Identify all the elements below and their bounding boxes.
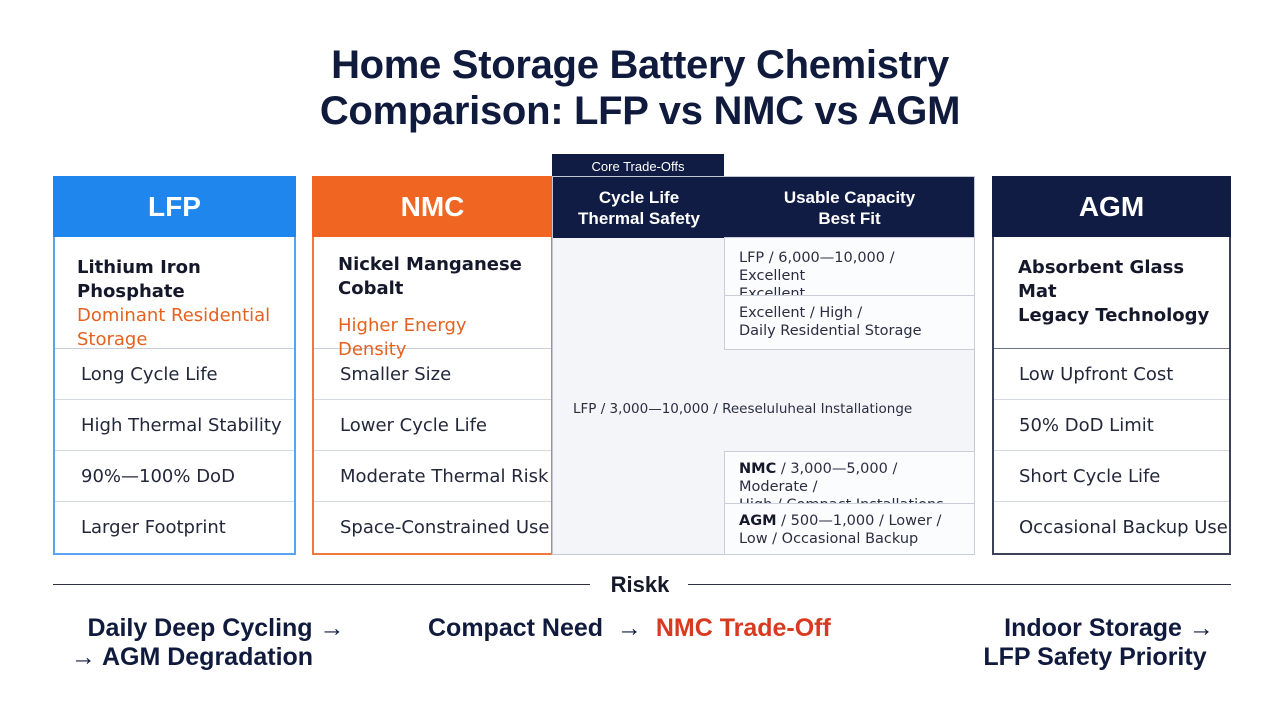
nmc-row: Lower Cycle Life: [314, 400, 551, 451]
cell-2-line-2: Daily Residential Storage: [739, 323, 922, 339]
nmc-row: Moderate Thermal Risk: [314, 451, 551, 502]
page-title: Home Storage Battery Chemistry Compariso…: [0, 42, 1280, 134]
header-right: Usable Capacity Best Fit: [725, 187, 974, 229]
nmc-column: NMC Nickel Manganese Cobalt Higher Energ…: [312, 176, 553, 555]
agm-row: Occasional Backup Use: [1019, 517, 1228, 538]
nmc-tagline: Higher Energy Density: [338, 315, 467, 360]
tradeoff-cell-1: LFP / 6,000—10,000 / Excellent Excellent: [724, 237, 975, 302]
risk-mid-text: Compact Need →: [428, 614, 656, 642]
lfp-full-name: Lithium Iron Phosphate: [77, 257, 201, 302]
nmc-description: Nickel Manganese Cobalt Higher Energy De…: [314, 237, 551, 360]
header-cycle-life: Cycle Life: [598, 188, 680, 207]
title-line-2: Comparison: LFP vs NMC vs AGM: [319, 89, 961, 133]
agm-header: AGM: [992, 176, 1231, 237]
risk-compact-need: Compact Need → NMC Trade-Off: [428, 614, 831, 643]
cell-3-label: NMC: [739, 461, 777, 477]
risk-right-line-1: Indoor Storage →: [1004, 614, 1214, 642]
title-line-1: Home Storage Battery Chemistry: [331, 43, 949, 87]
agm-row: Low Upfront Cost: [994, 349, 1229, 400]
lfp-column: LFP Lithium Iron Phosphate Dominant Resi…: [53, 176, 296, 555]
tradeoff-cell-4: AGM / 500—1,000 / Lower / Low / Occasion…: [724, 503, 975, 555]
cell-2-line-1: Excellent / High /: [739, 305, 863, 321]
risk-divider-right: [688, 584, 1231, 585]
cell-4-values: / 500—1,000 / Lower /: [776, 513, 942, 529]
tradeoff-cell-2: Excellent / High / Daily Residential Sto…: [724, 295, 975, 350]
agm-tagline: Legacy Technology: [1018, 305, 1210, 326]
tradeoff-middle-text: LFP / 3,000—10,000 / Reeseluluheal Insta…: [573, 401, 913, 417]
agm-description: Absorbent Glass Mat Legacy Technology: [994, 237, 1229, 349]
agm-row: 50% DoD Limit: [994, 400, 1229, 451]
cell-4-line-1: AGM / 500—1,000 / Lower /: [739, 512, 960, 530]
cell-4-label: AGM: [739, 513, 777, 529]
nmc-full-name-1: Nickel Manganese: [338, 254, 522, 275]
tradeoffs-header: Cycle Life Thermal Safety Usable Capacit…: [553, 177, 974, 238]
header-best-fit: Best Fit: [818, 209, 881, 228]
risk-deep-cycling: Daily Deep Cycling → → AGM Degradation: [56, 614, 376, 672]
risk-left-line-2: → AGM Degradation: [70, 643, 314, 671]
tradeoff-cell-3: NMC / 3,000—5,000 / Moderate / High / Co…: [724, 451, 975, 513]
nmc-full-name-2: Cobalt: [338, 278, 404, 299]
lfp-header: LFP: [53, 176, 296, 237]
tradeoffs-panel: Cycle Life Thermal Safety Usable Capacit…: [552, 176, 975, 555]
risk-right-line-2: LFP Safety Priority: [983, 643, 1207, 671]
lfp-row: Larger Footprint: [81, 517, 226, 538]
risk-mid-highlight: NMC Trade-Off: [655, 614, 831, 642]
nmc-row: Space-Constrained Use: [340, 517, 550, 538]
nmc-header: NMC: [312, 176, 553, 237]
lfp-tagline-2: Storage: [77, 329, 148, 350]
risk-label: Riskk: [610, 572, 670, 597]
lfp-row: Long Cycle Life: [55, 349, 294, 400]
lfp-row: 90%—100% DoD: [55, 451, 294, 502]
cell-4-line-2: Low / Occasional Backup: [739, 531, 919, 547]
lfp-row: High Thermal Stability: [55, 400, 294, 451]
risk-left-line-1: Daily Deep Cycling →: [87, 614, 345, 642]
risk-divider-left: [53, 584, 590, 585]
risk-indoor-storage: Indoor Storage → LFP Safety Priority: [960, 614, 1230, 672]
cell-3-values: / 3,000—5,000 / Moderate /: [739, 461, 898, 495]
cell-3-line-1: NMC / 3,000—5,000 / Moderate /: [739, 460, 960, 496]
header-usable-capacity: Usable Capacity: [783, 188, 916, 207]
nmc-row: Smaller Size: [314, 349, 551, 400]
agm-full-name: Absorbent Glass Mat: [1018, 257, 1185, 302]
core-tradeoffs-tab: Core Trade-Offs: [552, 154, 724, 178]
agm-column: AGM Absorbent Glass Mat Legacy Technolog…: [992, 176, 1231, 555]
agm-row: Short Cycle Life: [994, 451, 1229, 502]
header-left: Cycle Life Thermal Safety: [553, 187, 725, 229]
lfp-tagline-1: Dominant Residential: [77, 305, 271, 326]
header-thermal-safety: Thermal Safety: [578, 209, 700, 228]
cell-1-line-1: LFP / 6,000—10,000 / Excellent: [739, 250, 895, 284]
lfp-description: Lithium Iron Phosphate Dominant Resident…: [55, 237, 294, 350]
